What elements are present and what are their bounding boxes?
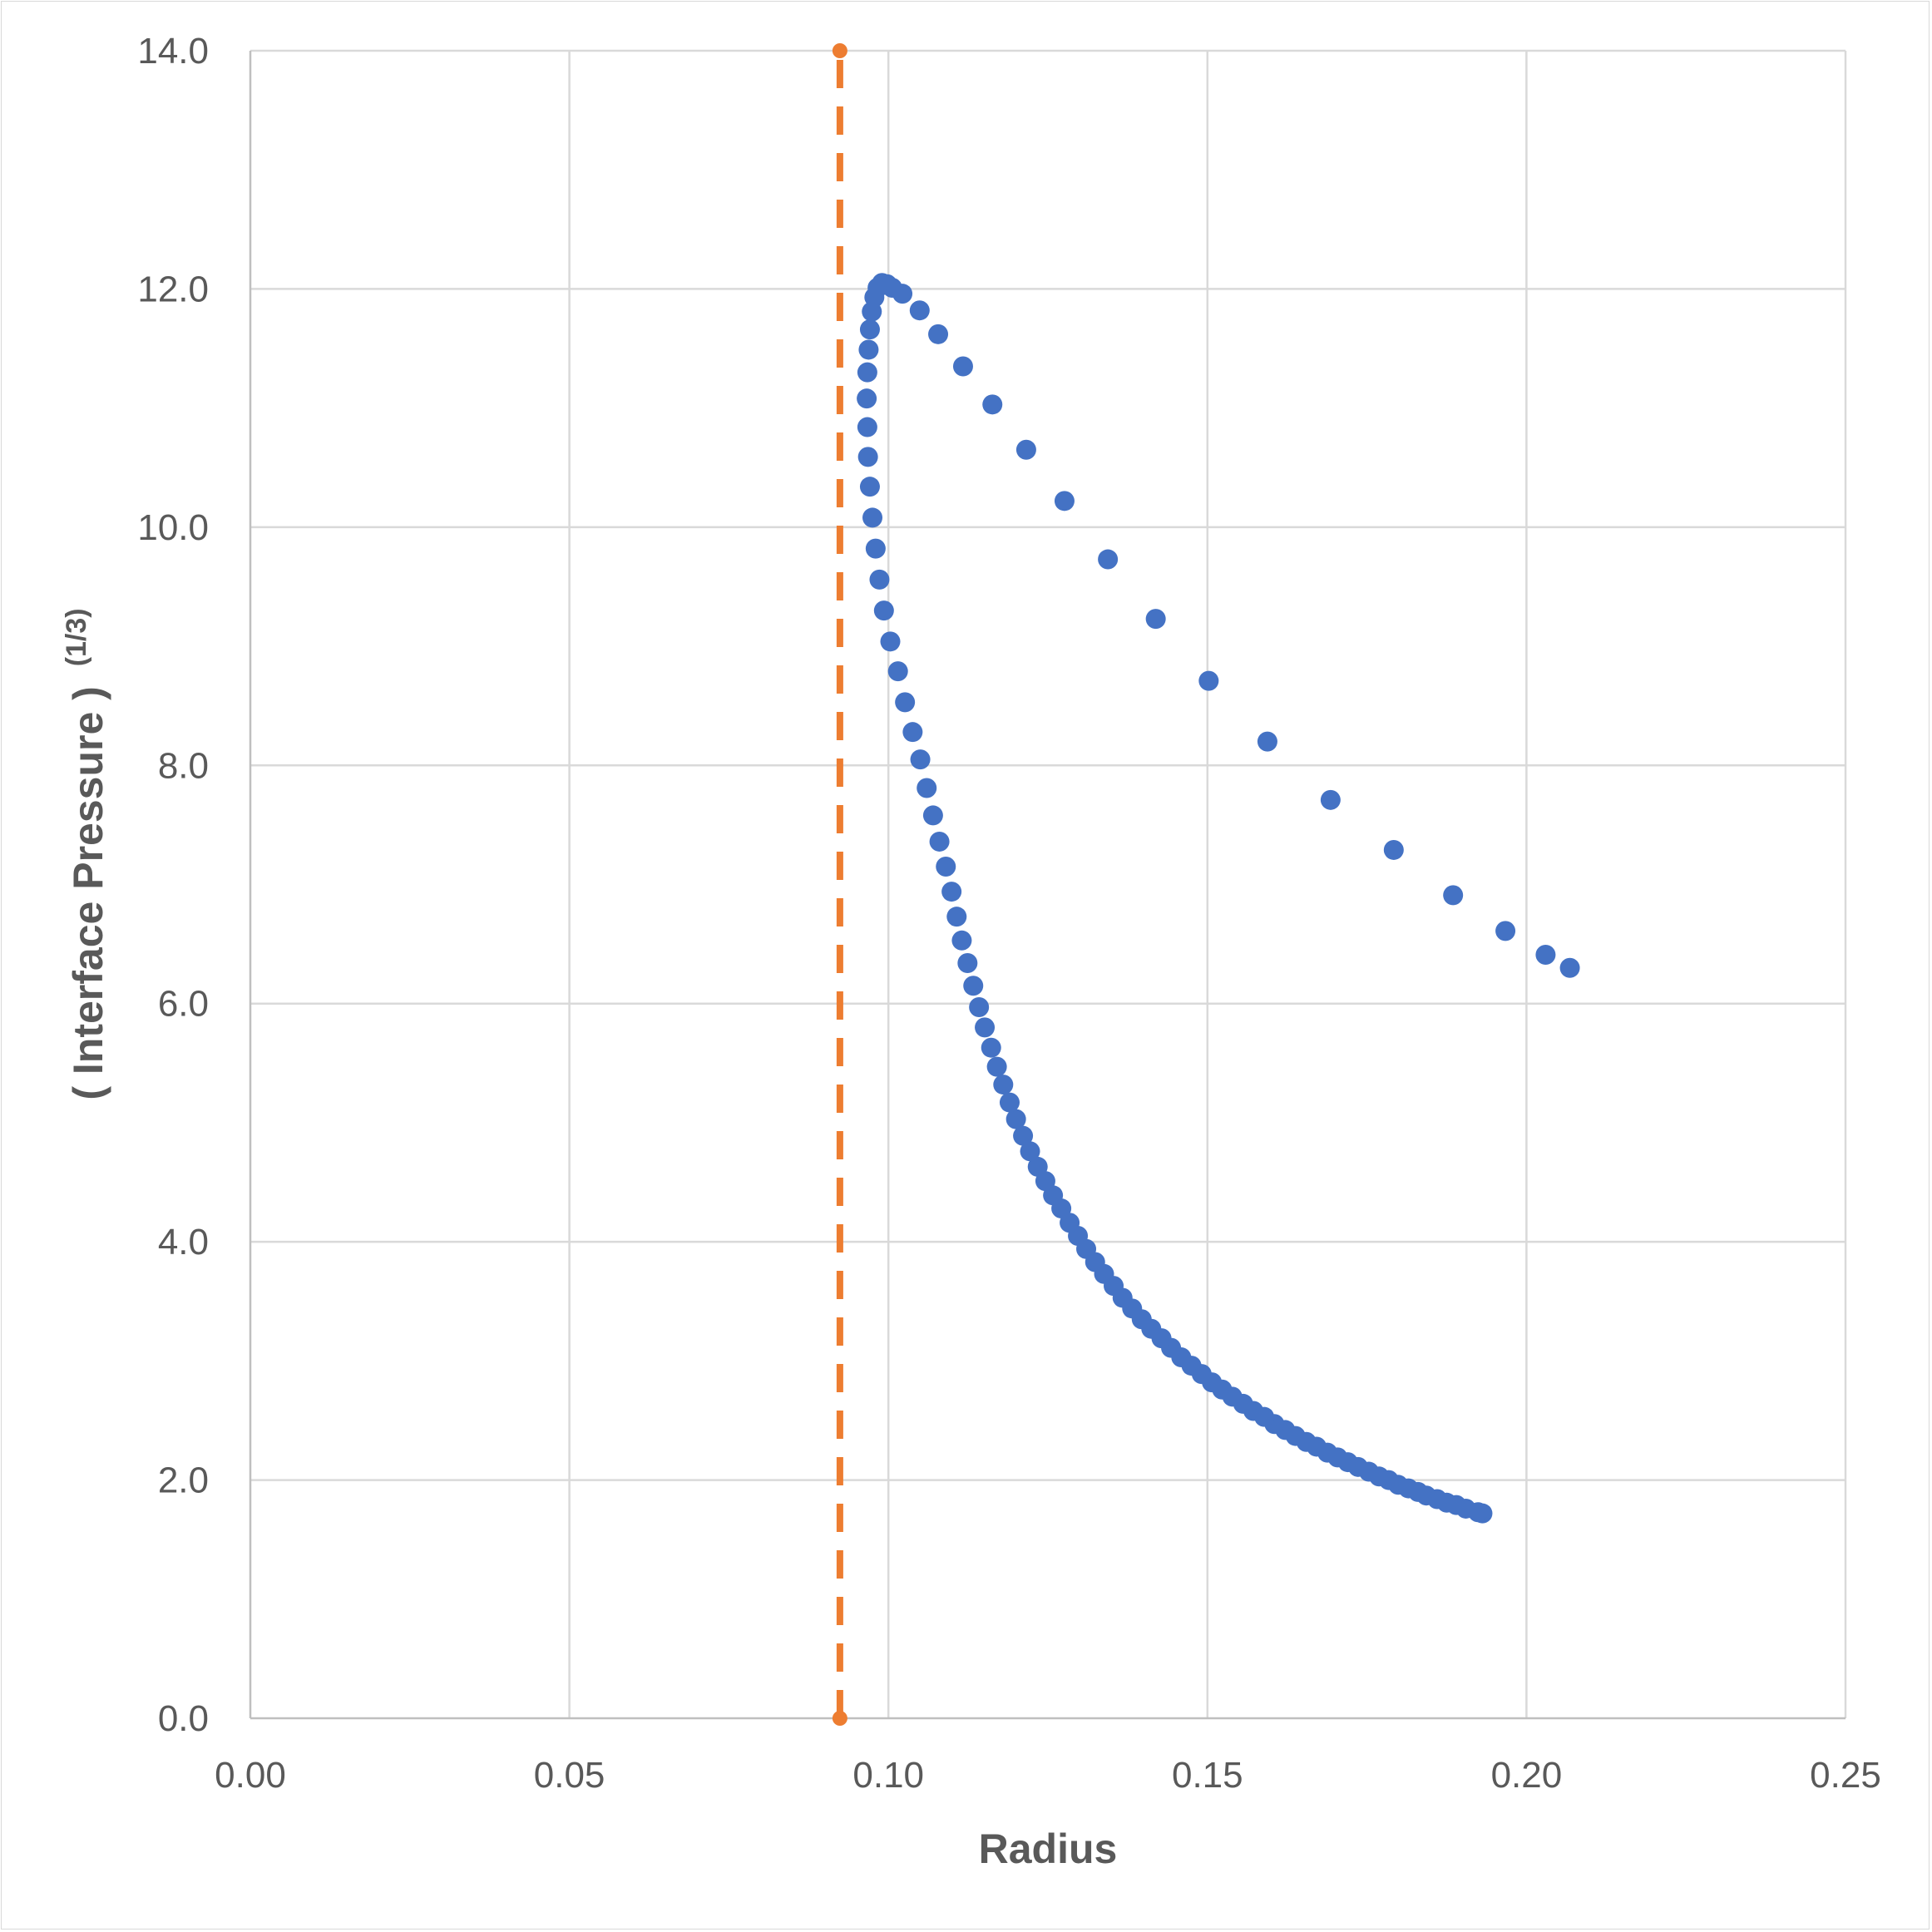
data-point — [1559, 957, 1580, 978]
y-tick-label: 10.0 — [137, 507, 209, 548]
data-point — [1495, 921, 1516, 941]
y-axis-title-superscript: (1/3) — [61, 608, 92, 666]
y-tick-label: 8.0 — [158, 745, 209, 786]
data-point — [986, 1056, 1007, 1077]
data-point — [857, 417, 877, 437]
data-series — [832, 43, 1580, 1726]
y-tick-label: 0.0 — [158, 1698, 209, 1739]
x-tick-label: 0.15 — [1172, 1755, 1243, 1796]
data-point — [1013, 1125, 1034, 1146]
data-point — [969, 997, 990, 1018]
x-axis-title: Radius — [979, 1826, 1118, 1872]
data-point — [1198, 670, 1219, 691]
tick-labels: 0.0 2.0 4.0 6.0 8.0 10.0 12.0 14.0 0.00 0.05 0.10 0… — [137, 31, 1880, 1796]
gridlines — [250, 49, 1847, 1718]
data-point — [963, 976, 984, 996]
y-tick-label: 2.0 — [158, 1460, 209, 1501]
data-point — [1020, 1141, 1040, 1162]
data-point — [1006, 1109, 1026, 1129]
data-point — [946, 907, 967, 927]
data-point — [909, 300, 930, 321]
data-point — [1098, 549, 1119, 570]
data-point — [865, 538, 886, 559]
x-tick-label: 0.10 — [852, 1755, 924, 1796]
data-point — [1145, 609, 1166, 630]
data-point — [929, 831, 950, 852]
data-point — [857, 388, 877, 409]
data-point — [859, 319, 880, 340]
x-tick-label: 0.00 — [215, 1755, 286, 1796]
y-tick-label: 4.0 — [158, 1222, 209, 1262]
y-axis-title-main: ( Interface Pressure ) — [65, 686, 111, 1099]
data-point — [941, 882, 962, 902]
data-point — [1320, 789, 1341, 810]
x-tick-label: 0.05 — [534, 1755, 605, 1796]
data-point — [1054, 491, 1075, 511]
data-point — [902, 722, 923, 743]
data-point — [859, 477, 880, 497]
data-point — [873, 600, 894, 621]
data-point — [936, 857, 956, 877]
data-point — [1383, 839, 1404, 860]
x-tick-label: 0.20 — [1491, 1755, 1563, 1796]
reference-line-endpoint — [832, 43, 847, 58]
data-point — [895, 692, 916, 713]
data-point — [952, 356, 973, 377]
data-point — [910, 749, 931, 770]
data-point — [857, 362, 877, 383]
data-point — [1443, 885, 1464, 906]
data-point — [1027, 1156, 1048, 1177]
data-point — [887, 661, 908, 682]
y-tick-label: 14.0 — [137, 31, 209, 72]
axes — [249, 51, 1846, 1720]
data-point — [999, 1092, 1020, 1113]
y-tick-label: 6.0 — [158, 984, 209, 1025]
data-point — [993, 1075, 1014, 1095]
data-point — [892, 284, 913, 304]
data-point — [1257, 731, 1277, 752]
data-point — [951, 930, 972, 951]
data-point — [928, 324, 949, 344]
data-point — [858, 339, 879, 360]
data-point — [922, 805, 943, 826]
data-point — [957, 953, 978, 974]
y-tick-label: 12.0 — [137, 269, 209, 309]
data-point — [857, 447, 878, 467]
svg-text:( Interface Pressure ): ( Interface Pressure ) (1/3) — [61, 608, 111, 1099]
data-point — [975, 1017, 996, 1038]
data-point — [880, 631, 901, 652]
data-point — [982, 394, 1003, 415]
x-tick-label: 0.25 — [1810, 1755, 1881, 1796]
data-point — [981, 1037, 1001, 1058]
data-point — [862, 507, 883, 528]
y-axis-title: ( Interface Pressure ) (1/3) — [61, 608, 111, 1099]
data-point — [917, 778, 937, 798]
reference-line-endpoint — [832, 1711, 847, 1726]
data-point — [1535, 944, 1556, 965]
data-point — [1015, 439, 1036, 460]
data-point — [869, 569, 890, 590]
